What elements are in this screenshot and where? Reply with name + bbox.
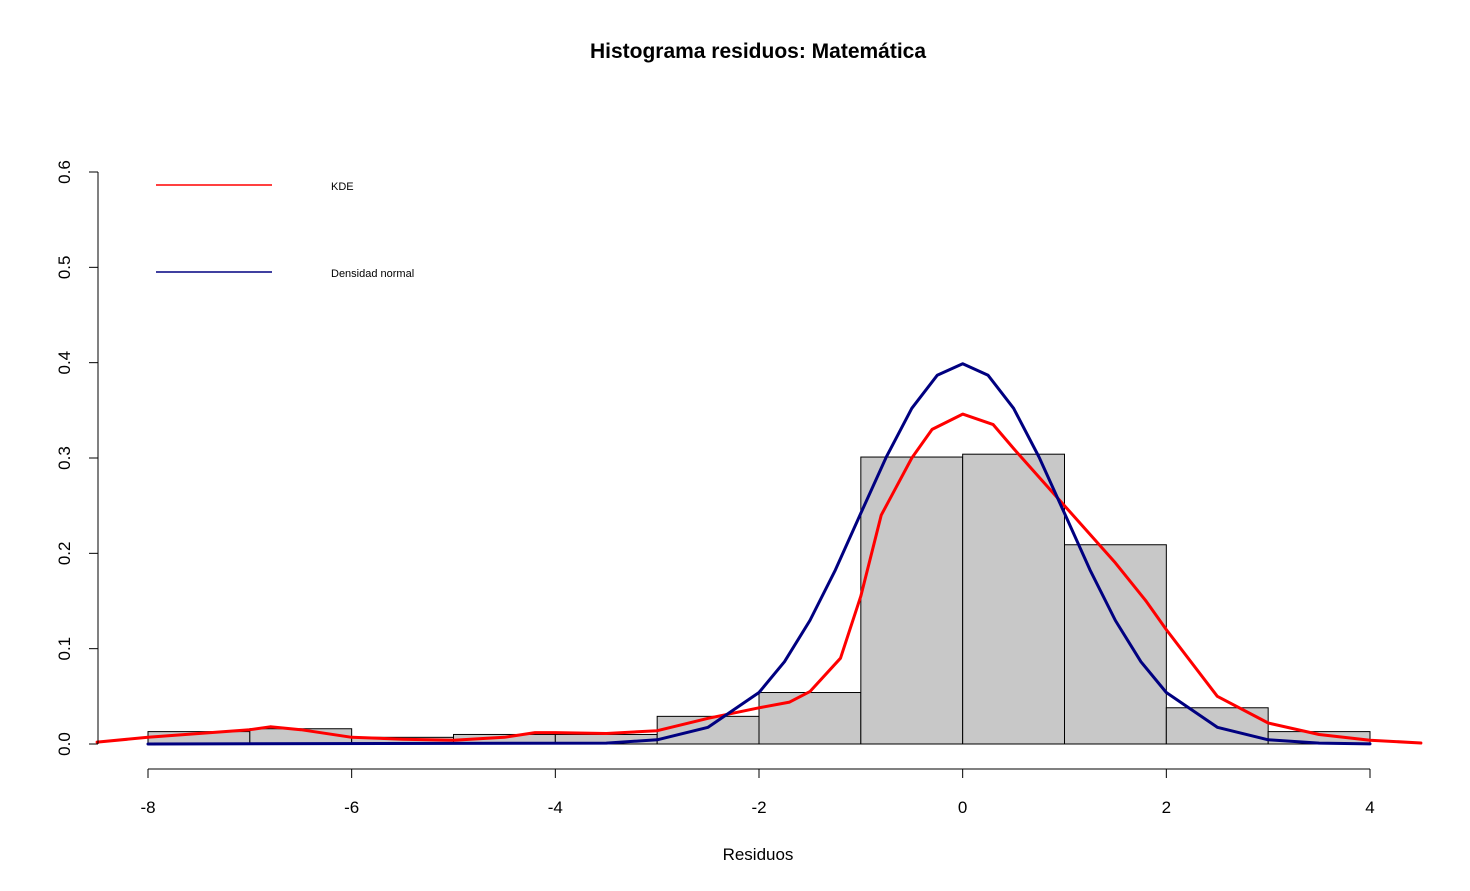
- legend-normal-label: Densidad normal: [331, 268, 414, 280]
- x-tick-label: -6: [344, 798, 359, 817]
- histogram-bar: [1064, 544, 1167, 745]
- histogram-bar: [758, 692, 862, 745]
- x-tick-label: -8: [140, 798, 155, 817]
- x-axis: -8 -6 -4 -2 0 2 4: [140, 768, 1375, 817]
- y-tick-label: 0.4: [55, 351, 74, 375]
- x-tick-label: 0: [958, 798, 967, 817]
- y-tick-label: 0.1: [55, 637, 74, 661]
- kde-curve: [95, 412, 1423, 745]
- legend-kde-label: KDE: [331, 181, 354, 193]
- histogram-bar: [962, 453, 1066, 745]
- chart-title: Histograma residuos: Matemática: [590, 40, 926, 63]
- y-tick-label: 0.2: [55, 542, 74, 566]
- x-tick-label: 4: [1365, 798, 1374, 817]
- y-tick-label: 0.0: [55, 732, 74, 756]
- y-tick-label: 0.3: [55, 446, 74, 470]
- x-tick-label: -2: [751, 798, 766, 817]
- x-tick-label: -4: [548, 798, 563, 817]
- curves-layer: [95, 362, 1423, 746]
- histogram-bar: [860, 456, 964, 745]
- x-tick-label: 2: [1162, 798, 1171, 817]
- y-axis: 0.0 0.1 0.2 0.3 0.4 0.5 0.6: [55, 160, 99, 756]
- x-axis-title: Residuos: [723, 845, 794, 864]
- y-tick-label: 0.5: [55, 256, 74, 280]
- bars-layer: [147, 453, 1371, 745]
- histogram-bar: [656, 715, 760, 745]
- normal-density-curve: [146, 362, 1372, 746]
- y-tick-label: 0.6: [55, 160, 74, 184]
- legend: KDE Densidad normal: [156, 181, 414, 280]
